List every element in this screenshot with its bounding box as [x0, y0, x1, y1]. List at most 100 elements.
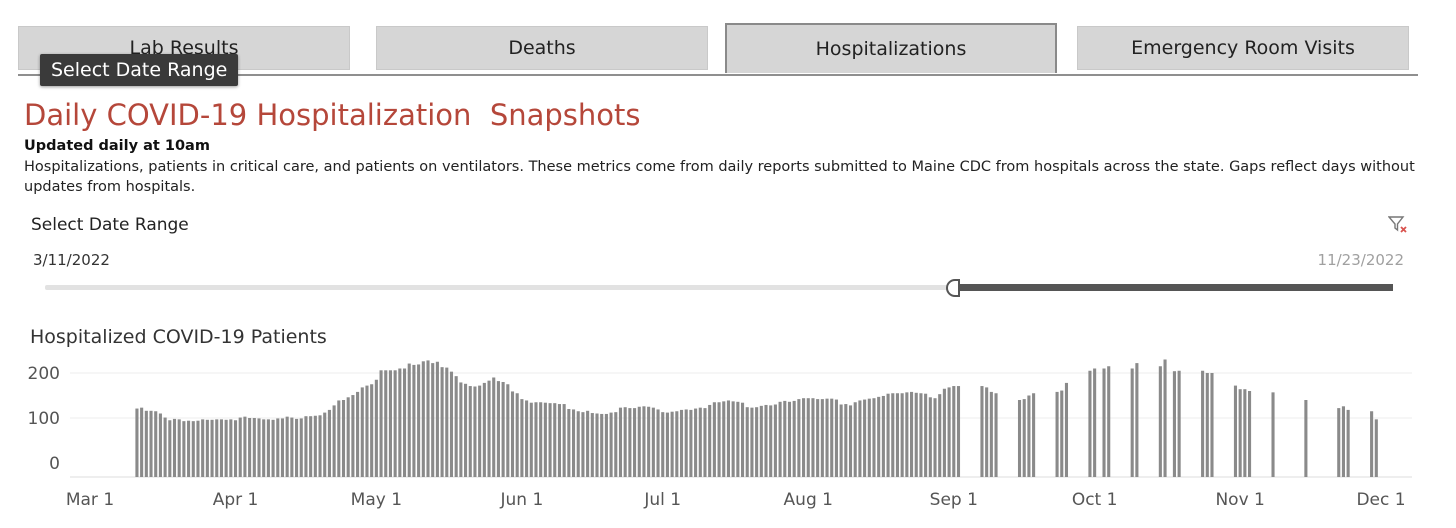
data-bar — [280, 418, 285, 477]
data-bar — [478, 385, 482, 477]
data-bar — [158, 413, 162, 477]
data-bar — [863, 399, 867, 477]
data-bar — [811, 398, 815, 477]
y-tick-label: 100 — [28, 409, 60, 429]
x-tick-label: Jul 1 — [643, 490, 681, 510]
data-bar — [1177, 370, 1181, 477]
data-bar — [933, 398, 937, 477]
data-bar — [435, 361, 439, 477]
data-bar — [557, 404, 562, 477]
data-bar — [224, 419, 228, 477]
data-bar — [210, 419, 214, 477]
data-bar — [459, 382, 463, 477]
data-bar — [1346, 409, 1350, 477]
tab-emergency-room-visits[interactable]: Emergency Room Visits — [1077, 26, 1409, 70]
data-bar — [816, 399, 820, 477]
tab-bar: Lab Results Deaths Hospitalizations Emer… — [18, 22, 1418, 76]
data-bar — [543, 402, 547, 477]
data-bar — [675, 411, 679, 477]
data-bar — [867, 398, 871, 477]
data-bar — [830, 398, 834, 477]
data-bar — [778, 401, 782, 477]
hospitalized-patients-chart: 0 100 200 Mar 1 Apr 1 May 1 Jun 1 Jul 1 Aug 1 Sep… — [28, 359, 1412, 510]
data-bar — [196, 420, 200, 477]
data-bar — [1271, 392, 1275, 477]
data-bar — [1238, 389, 1242, 477]
data-bar — [694, 408, 698, 477]
clear-filter-icon[interactable] — [1388, 216, 1408, 234]
data-bar — [661, 412, 665, 477]
data-bar — [895, 393, 900, 477]
data-bar — [351, 395, 355, 477]
date-slider-track[interactable] — [45, 285, 1393, 290]
data-bar — [374, 379, 378, 477]
data-bar — [1172, 371, 1176, 477]
data-bar — [168, 420, 172, 477]
data-bar — [750, 407, 754, 477]
date-slider-handle[interactable] — [946, 279, 960, 297]
page-description: Hospitalizations, patients in critical c… — [24, 159, 1415, 195]
data-bar — [417, 364, 421, 477]
data-bar — [881, 395, 885, 477]
data-bar — [759, 405, 763, 477]
data-bar — [891, 393, 895, 477]
data-bar — [313, 415, 317, 477]
data-bar — [994, 393, 998, 477]
data-bar — [205, 419, 209, 477]
data-bar — [525, 400, 529, 477]
data-bar — [496, 381, 500, 477]
data-bar — [1017, 400, 1022, 477]
data-bar — [576, 411, 580, 477]
data-bar — [914, 392, 918, 477]
data-bar — [520, 399, 524, 477]
data-bar — [257, 418, 261, 477]
data-bar — [825, 398, 829, 477]
data-bar — [327, 409, 331, 477]
data-bar — [412, 364, 416, 477]
y-tick-label: 0 — [49, 454, 60, 474]
data-bar — [271, 419, 275, 477]
data-bar — [177, 419, 181, 477]
data-bar — [600, 413, 604, 477]
data-bar — [215, 419, 219, 477]
tab-deaths[interactable]: Deaths — [376, 26, 708, 70]
data-bar — [595, 413, 599, 477]
data-bar — [398, 368, 402, 477]
data-bar — [872, 398, 876, 477]
x-tick-label: May 1 — [351, 490, 402, 510]
data-bar — [1130, 368, 1134, 477]
data-bar — [318, 415, 322, 477]
data-bar — [684, 409, 688, 477]
data-bar — [473, 386, 477, 477]
data-bar — [1032, 393, 1036, 477]
data-bar — [834, 399, 838, 477]
data-bar — [1233, 385, 1238, 477]
data-bar — [712, 402, 716, 477]
data-bar — [947, 387, 951, 477]
chart-title: Hospitalized COVID-19 Patients — [30, 326, 327, 348]
data-bar — [1163, 359, 1167, 477]
data-bar — [229, 419, 233, 477]
data-bar — [144, 410, 148, 477]
data-bar — [628, 408, 632, 477]
data-bar — [590, 413, 594, 477]
data-bar — [1201, 370, 1205, 477]
data-bar — [703, 408, 707, 477]
data-bar — [773, 404, 777, 477]
data-bar — [248, 418, 252, 477]
data-bar — [938, 394, 942, 477]
data-bar — [299, 418, 303, 477]
x-tick-label: Dec 1 — [1356, 490, 1405, 510]
data-bar — [731, 401, 735, 477]
data-bar — [1205, 373, 1209, 477]
data-bar — [182, 421, 186, 477]
data-bar — [689, 409, 693, 477]
data-bar — [163, 417, 167, 477]
data-bar — [952, 386, 956, 477]
data-bar — [332, 405, 336, 477]
tab-hospitalizations[interactable]: Hospitalizations — [725, 23, 1057, 73]
data-bar — [266, 419, 270, 477]
data-bar — [454, 376, 458, 477]
data-bar — [539, 402, 543, 477]
data-bar — [1337, 408, 1341, 477]
